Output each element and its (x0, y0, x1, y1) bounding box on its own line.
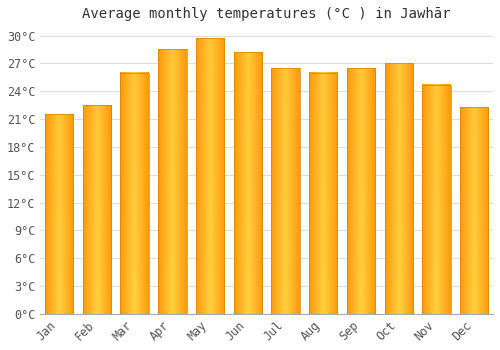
Bar (384, 63, 413, 314)
Bar (158, 49, 186, 314)
Bar (45, 114, 74, 314)
Bar (196, 38, 224, 314)
Bar (309, 73, 338, 314)
Bar (234, 52, 262, 314)
Bar (460, 107, 488, 314)
Bar (83, 105, 111, 314)
Bar (347, 68, 375, 314)
Bar (120, 73, 149, 314)
Bar (272, 68, 299, 314)
Bar (422, 85, 450, 314)
Title: Average monthly temperatures (°C ) in Jawhār: Average monthly temperatures (°C ) in Ja… (82, 7, 451, 21)
